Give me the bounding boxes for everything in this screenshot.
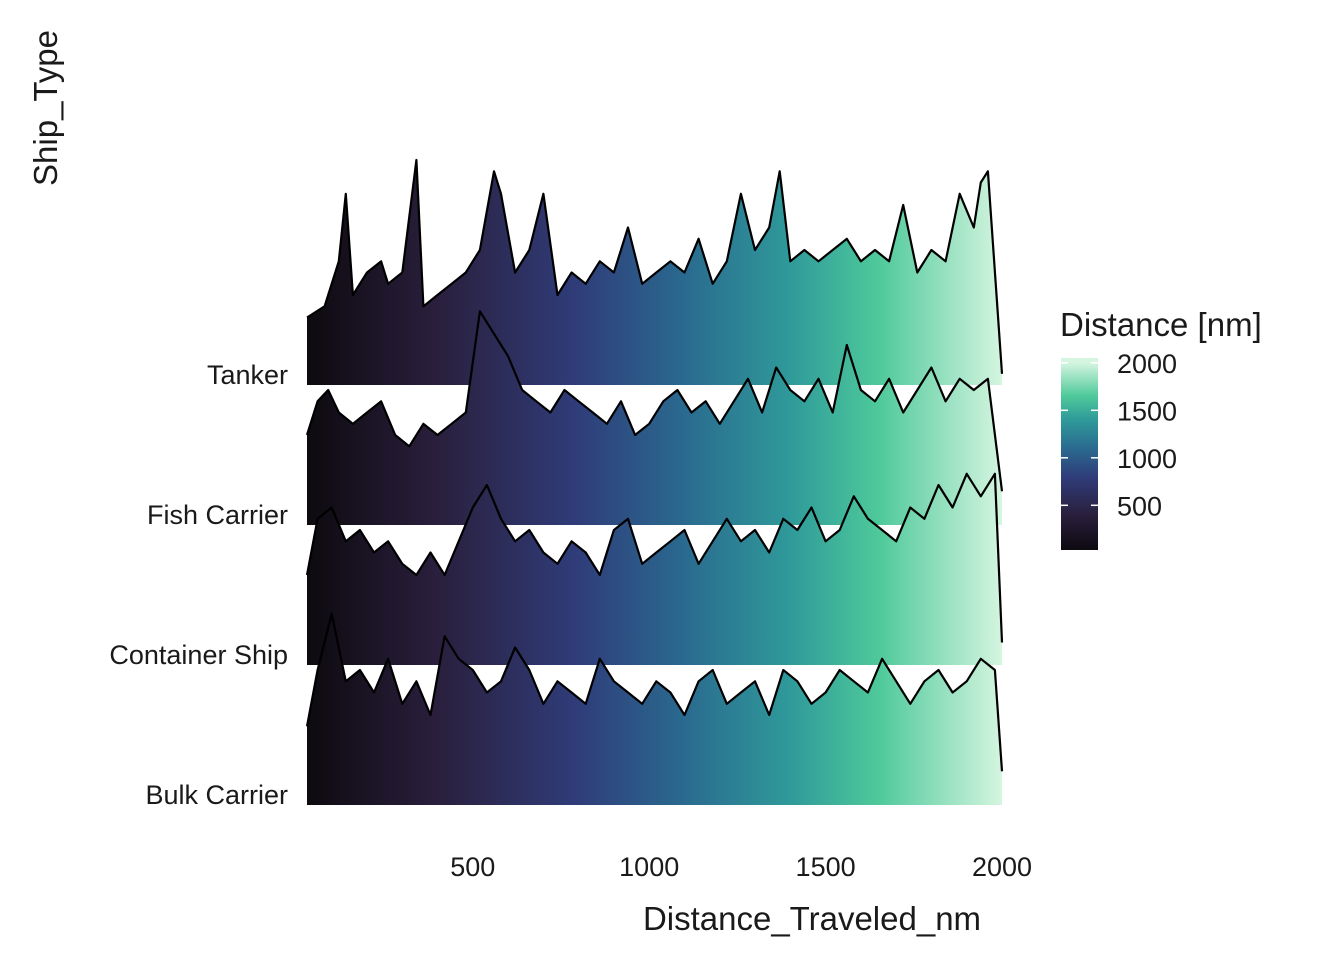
y-tick-label: Tanker [207, 360, 288, 390]
x-axis-title: Distance_Traveled_nm [643, 900, 981, 937]
ridges [307, 160, 1002, 805]
x-tick-label: 1000 [619, 852, 679, 882]
legend-tick-label: 500 [1117, 491, 1162, 521]
legend-tick-label: 1500 [1117, 396, 1177, 426]
legend: Distance [nm] 500 1000 1500 2000 [1060, 306, 1262, 550]
legend-tick-label: 2000 [1117, 349, 1177, 379]
x-axis: 500 1000 1500 2000 [450, 852, 1032, 882]
legend-colorbar [1061, 358, 1098, 550]
y-tick-labels: Tanker Fish Carrier Container Ship Bulk Car… [109, 360, 288, 810]
x-tick-label: 500 [450, 852, 495, 882]
y-axis-title: Ship_Type [27, 30, 64, 186]
x-tick-label: 2000 [972, 852, 1032, 882]
legend-tick-label: 1000 [1117, 444, 1177, 474]
y-tick-label: Bulk Carrier [145, 780, 288, 810]
x-tick-label: 1500 [796, 852, 856, 882]
y-tick-label: Container Ship [109, 640, 288, 670]
y-tick-label: Fish Carrier [147, 500, 288, 530]
legend-title: Distance [nm] [1060, 306, 1262, 343]
